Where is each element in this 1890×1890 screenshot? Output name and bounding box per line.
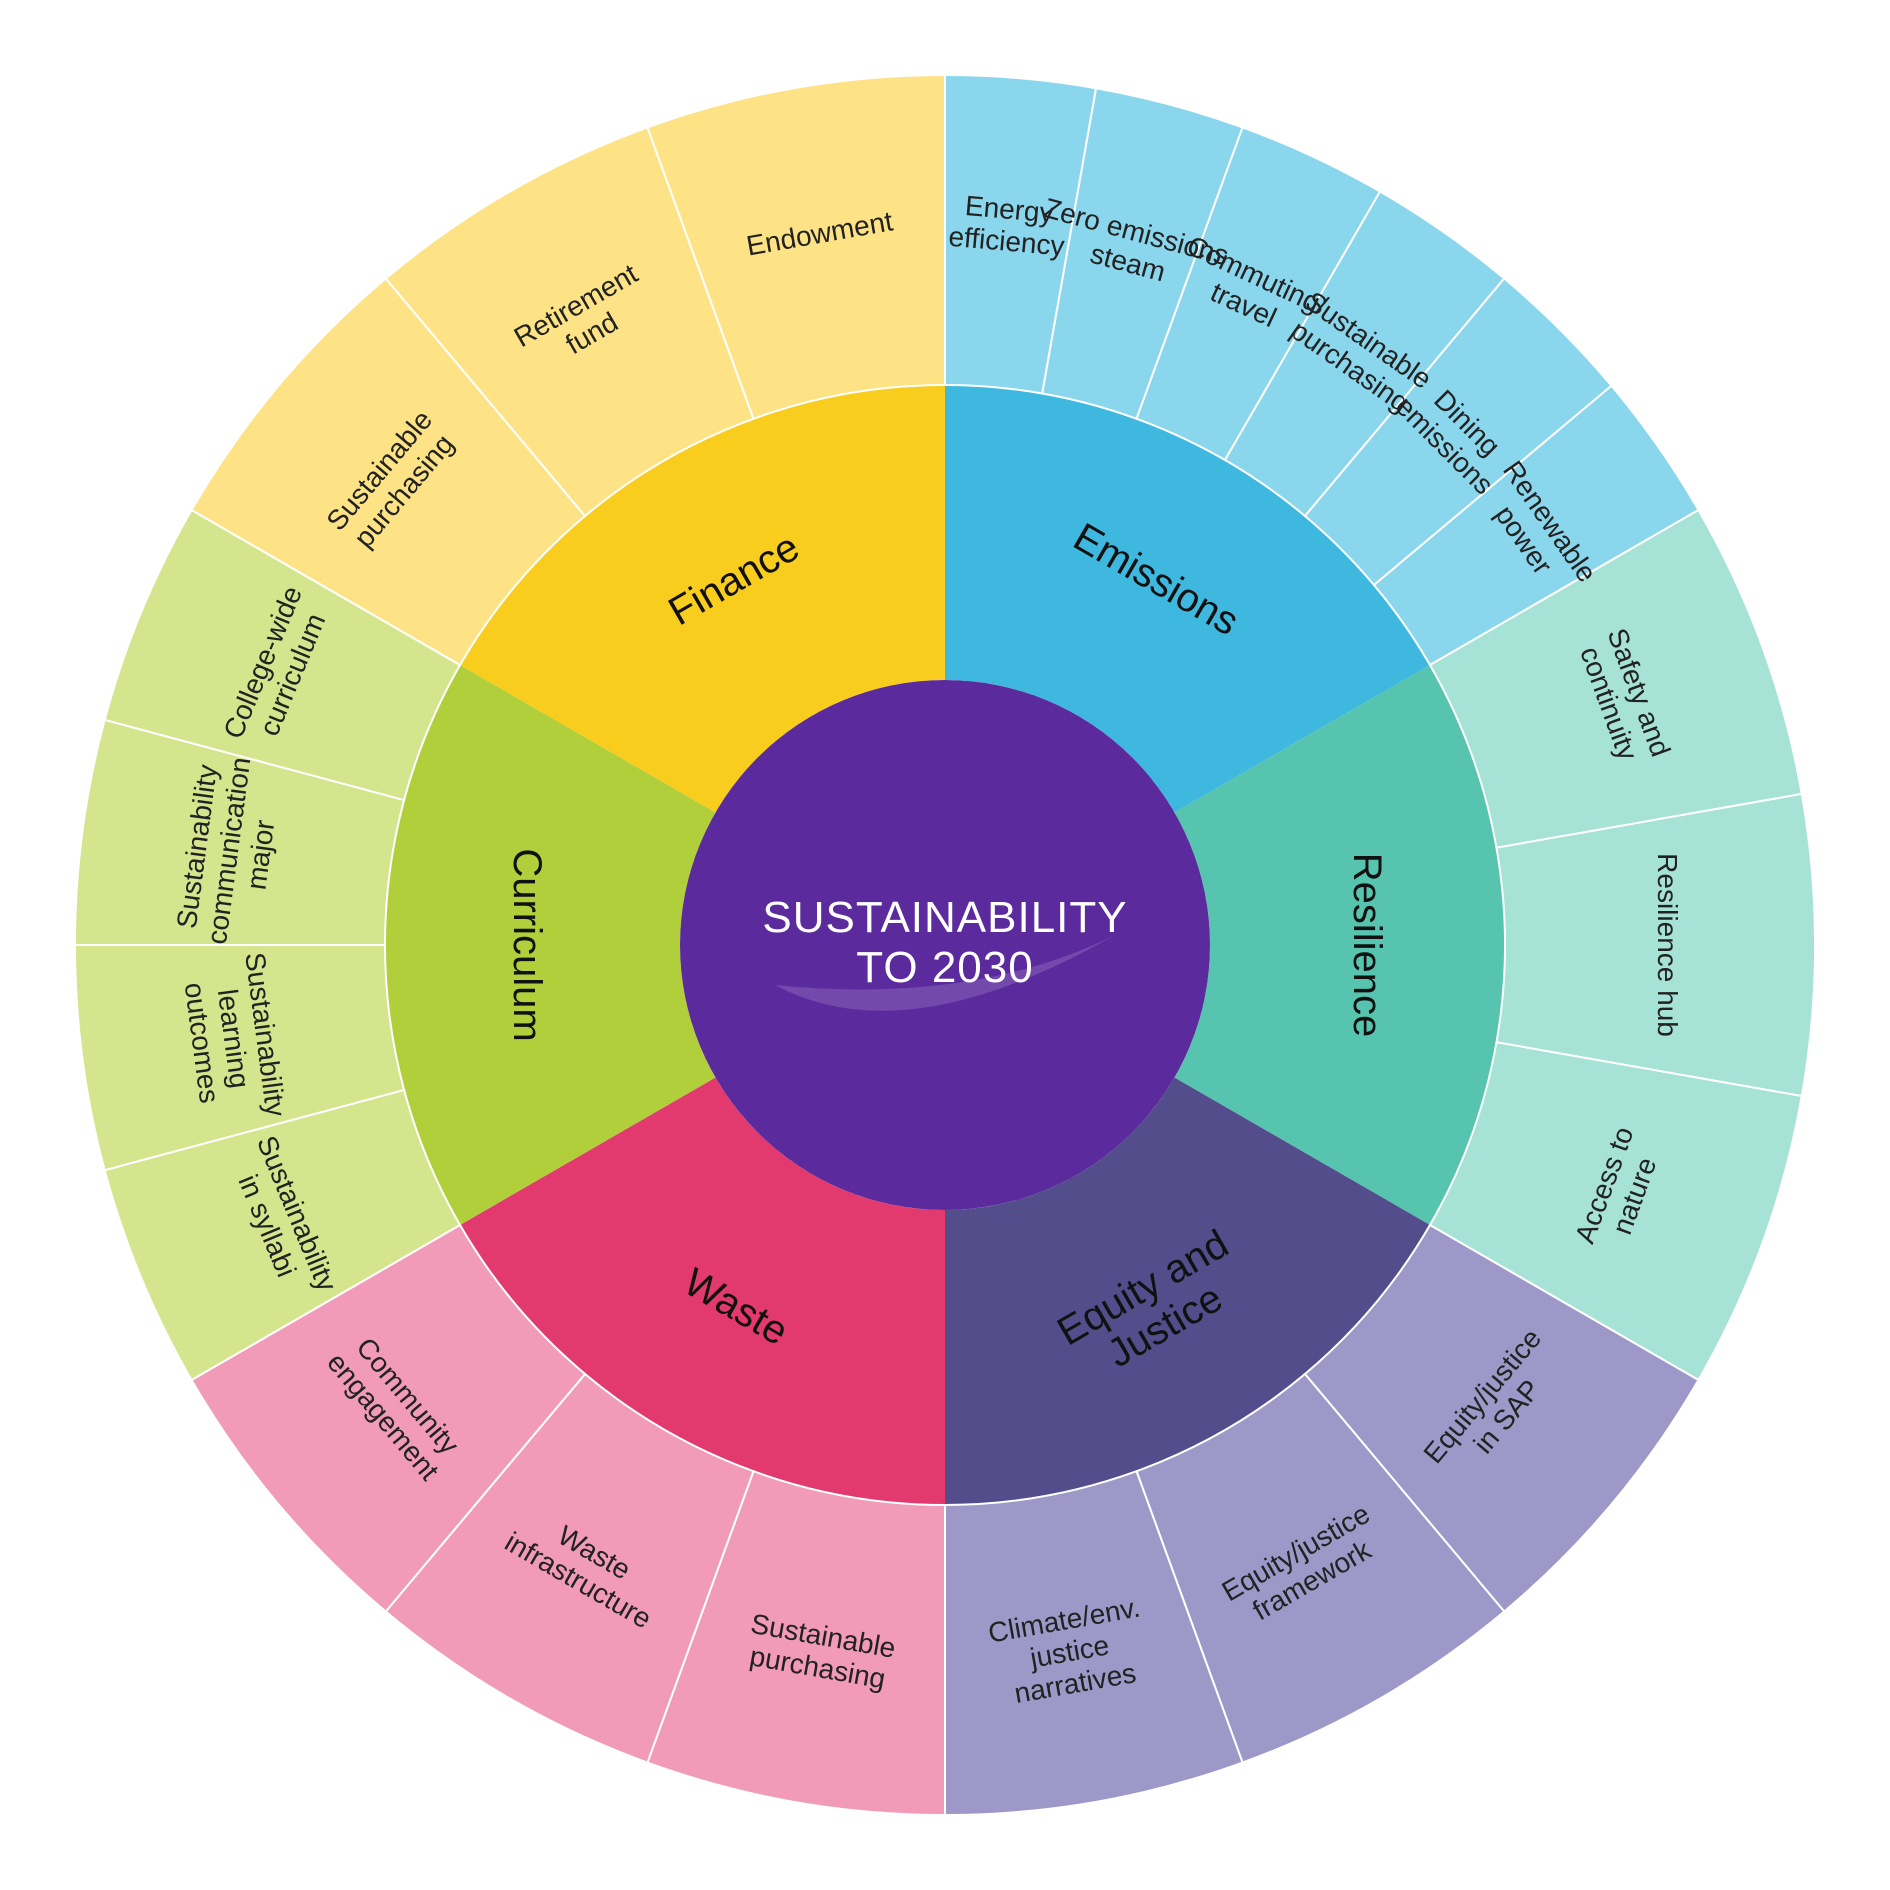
sustainability-wheel: SUSTAINABILITYTO 2030EmissionsResilience…	[0, 0, 1890, 1890]
svg-text:Resilience hub: Resilience hub	[1652, 853, 1683, 1037]
svg-text:Resilience: Resilience	[1345, 853, 1389, 1038]
sector-label-resilience: Resilience	[1345, 853, 1389, 1038]
svg-text:Curriculum: Curriculum	[505, 848, 549, 1041]
item-resilience-1: Resilience hub	[1652, 853, 1683, 1037]
sector-label-curriculum: Curriculum	[505, 848, 549, 1041]
